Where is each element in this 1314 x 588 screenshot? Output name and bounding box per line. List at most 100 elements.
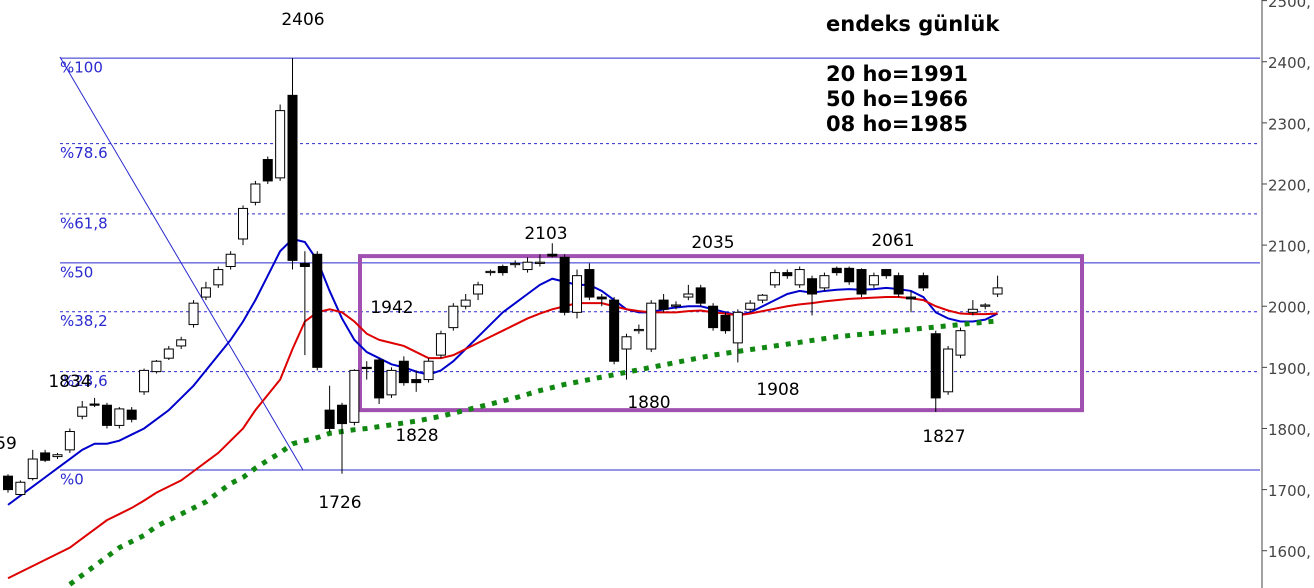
candle-body (3, 475, 13, 491)
candle-body (819, 275, 830, 289)
candle-body (695, 287, 706, 304)
candle-body (782, 272, 793, 277)
candle-body (658, 299, 669, 310)
y-tick-label: 1700, (1268, 482, 1311, 500)
candle-body (485, 270, 496, 274)
y-tick-label: 2000, (1268, 299, 1311, 317)
fib-label: %38,2 (60, 312, 108, 330)
candle-body (906, 296, 917, 300)
candle-body (670, 304, 681, 307)
candle-body (732, 311, 743, 344)
price-annotation: 1834 (48, 372, 91, 392)
candle-body (275, 110, 286, 179)
candle-body (361, 366, 372, 370)
candle-body (534, 261, 545, 264)
candle-body (955, 330, 966, 356)
candle-body (621, 336, 632, 350)
candle-body (596, 296, 607, 300)
candle-body (287, 94, 298, 261)
legend-text: 20 ho=1991 (826, 62, 968, 86)
candle-body (708, 305, 719, 329)
candle-body (992, 287, 1003, 295)
dotted-line (68, 318, 998, 587)
range-box (358, 254, 1084, 413)
candle-body (881, 269, 892, 277)
candle-body (646, 302, 657, 350)
candle-body (633, 328, 644, 332)
candle-body (584, 269, 595, 298)
fib-label: %50 (60, 263, 93, 281)
y-tick-label: 2300, (1268, 115, 1311, 133)
legend-text: 50 ho=1966 (826, 87, 968, 111)
candle-body (312, 253, 323, 368)
candle-body (497, 265, 508, 274)
candle-body (386, 369, 397, 396)
candle-body (807, 278, 818, 295)
candle-body (448, 305, 459, 329)
ma-line (7, 237, 999, 506)
y-tick-label: 2400, (1268, 54, 1311, 72)
price-annotation: 2061 (871, 231, 914, 251)
candle-body (89, 403, 100, 406)
y-tick-label: 1600, (1268, 543, 1311, 561)
candle-body (831, 267, 842, 274)
candle-body (547, 253, 558, 257)
price-annotation: 2035 (691, 233, 734, 253)
candle-body (967, 308, 978, 313)
candle-body (868, 275, 879, 286)
candle-body (510, 262, 521, 266)
candle-body (435, 333, 446, 356)
price-annotation: 1827 (922, 427, 965, 447)
candle-body (250, 183, 261, 203)
candle-body (720, 314, 731, 332)
candle-body (473, 284, 484, 295)
price-annotation: 1880 (627, 393, 670, 413)
candle-body (522, 261, 533, 271)
candle-body (349, 369, 360, 423)
candle-body (176, 339, 187, 347)
fib-label: %0 (60, 471, 84, 489)
price-annotation: 59 (0, 434, 17, 454)
fib-label: %61,8 (60, 214, 108, 232)
candle-body (609, 299, 620, 362)
candle-body (893, 275, 904, 295)
candle-body (15, 481, 26, 495)
candle-body (114, 408, 125, 426)
candle-body (460, 299, 471, 307)
candle-body (757, 294, 768, 301)
candle-body (559, 256, 570, 313)
candle-body (77, 406, 88, 417)
candle-body (40, 452, 51, 461)
y-tick-label: 1800, (1268, 421, 1311, 439)
candle-body (683, 293, 694, 298)
candle-body (398, 360, 409, 384)
price-annotation: 2103 (524, 224, 567, 244)
price-annotation: 1942 (370, 298, 413, 318)
candle-body (374, 359, 385, 399)
y-tick-label: 2500, (1268, 0, 1311, 11)
candle-body (336, 404, 347, 425)
candle-body (856, 269, 867, 295)
price-annotation: 1828 (395, 426, 438, 446)
trend-line (59, 56, 304, 471)
candle-body (151, 360, 162, 373)
candle-body (918, 275, 929, 289)
chart-title: endeks günlük (826, 12, 1000, 36)
candle-body (163, 348, 174, 359)
price-annotation: 2406 (281, 10, 324, 30)
candle-body (200, 287, 211, 298)
candle-body (27, 458, 38, 480)
candle-body (299, 262, 310, 267)
candle-body (64, 431, 75, 451)
candle-body (980, 304, 991, 307)
candle-body (794, 269, 805, 286)
price-annotation: 1908 (756, 380, 799, 400)
fib-label: %100 (60, 59, 103, 77)
candle-body (943, 348, 954, 393)
price-annotation: 1726 (318, 493, 361, 513)
y-tick-label: 2100, (1268, 238, 1311, 256)
candle-body (745, 302, 756, 310)
candle-body (844, 267, 855, 283)
y-tick-label: 1900, (1268, 360, 1311, 378)
